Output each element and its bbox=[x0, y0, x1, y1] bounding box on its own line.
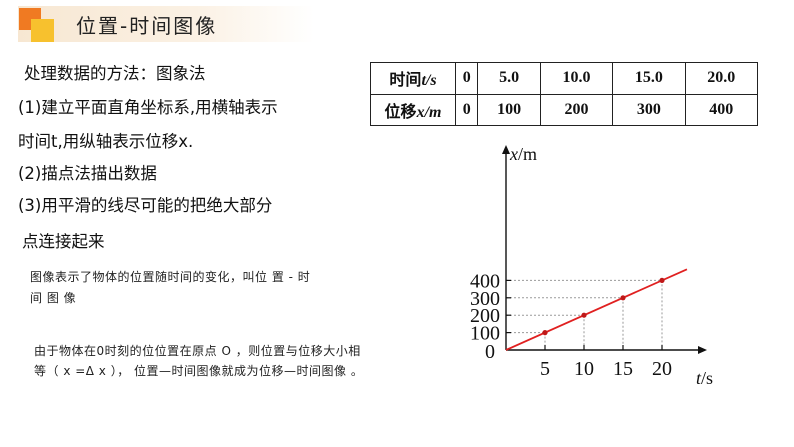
x-tick-label: 20 bbox=[652, 358, 672, 380]
y-axis-label: x/m bbox=[509, 144, 537, 164]
data-point bbox=[542, 330, 548, 336]
table-cell: 10.0 bbox=[539, 62, 614, 95]
table-row-header: 位移x/m bbox=[370, 93, 456, 126]
x-tick-label: 5 bbox=[540, 358, 550, 380]
step2-text: (2)描点法描出数据 bbox=[18, 164, 157, 183]
table-cell: 20.0 bbox=[684, 62, 759, 95]
table-cell: 0 bbox=[454, 62, 479, 95]
y-tick-label: 100 bbox=[470, 323, 500, 345]
table-row-displacement: 位移x/m 0 100 200 300 400 bbox=[370, 93, 759, 126]
step1-line2: 时间t,用纵轴表示位移x. bbox=[18, 132, 194, 151]
x-axis-label: t/s bbox=[696, 368, 713, 388]
origin-label: 0 bbox=[485, 341, 495, 363]
table-cell: 200 bbox=[539, 93, 614, 126]
step3-line2: 点连接起来 bbox=[22, 232, 105, 251]
x-axis-variable: t bbox=[696, 368, 702, 388]
data-point bbox=[620, 295, 626, 301]
data-table: 时间t/s 0 5.0 10.0 15.0 20.0 位移x/m 0 100 2… bbox=[370, 62, 759, 126]
displacement-label: 位移 bbox=[384, 103, 417, 121]
step1-line1: (1)建立平面直角坐标系,用横轴表示 bbox=[18, 98, 278, 117]
table-row-time: 时间t/s 0 5.0 10.0 15.0 20.0 bbox=[370, 62, 759, 95]
step3-line1: (3)用平滑的线尽可能的把绝大部分 bbox=[18, 196, 273, 215]
table-cell: 15.0 bbox=[612, 62, 686, 95]
x-tick-label: 10 bbox=[574, 358, 594, 380]
note1-line1: 图像表示了物体的位置随时间的变化，叫位 置 - 时 bbox=[30, 270, 311, 284]
y-axis-arrow-icon bbox=[502, 145, 510, 154]
y-tick-label: 300 bbox=[470, 288, 500, 310]
data-point bbox=[581, 312, 587, 318]
title-band bbox=[18, 6, 314, 42]
method-heading: 处理数据的方法：图象法 bbox=[24, 64, 206, 83]
data-point bbox=[659, 277, 665, 283]
x-tick-label: 15 bbox=[613, 358, 633, 380]
chart-guides bbox=[506, 279, 663, 350]
y-axis-unit: /m bbox=[518, 144, 537, 164]
y-tick-label: 400 bbox=[470, 270, 500, 292]
time-variable: t/s bbox=[421, 72, 437, 90]
yellow-square-decoration bbox=[31, 19, 54, 42]
x-axis-arrow-icon bbox=[698, 346, 707, 354]
x-axis-unit: /s bbox=[701, 368, 713, 388]
y-axis-variable: x bbox=[509, 144, 518, 164]
y-tick-label: 200 bbox=[470, 305, 500, 327]
table-cell: 400 bbox=[684, 93, 759, 126]
chart-series bbox=[505, 268, 688, 351]
table-cell: 0 bbox=[454, 93, 479, 126]
table-row-header: 时间t/s bbox=[370, 62, 456, 95]
note1-line2: 间 图 像 bbox=[30, 291, 77, 305]
table-cell: 300 bbox=[612, 93, 686, 126]
time-label: 时间 bbox=[389, 72, 422, 90]
table-cell: 100 bbox=[477, 93, 541, 126]
note2-line2: 等（ x =Δ x ）， 位置—时间图像就成为位移—时间图像 。 bbox=[34, 364, 364, 378]
page-title: 位置-时间图像 bbox=[76, 14, 218, 38]
note2-line1: 由于物体在0时刻的位位置在原点 O ，则位置与位移大小相 bbox=[34, 344, 361, 358]
table-cell: 5.0 bbox=[477, 62, 541, 95]
displacement-variable: x/m bbox=[416, 103, 442, 121]
chart-axes bbox=[502, 145, 707, 354]
series-line bbox=[505, 268, 688, 351]
